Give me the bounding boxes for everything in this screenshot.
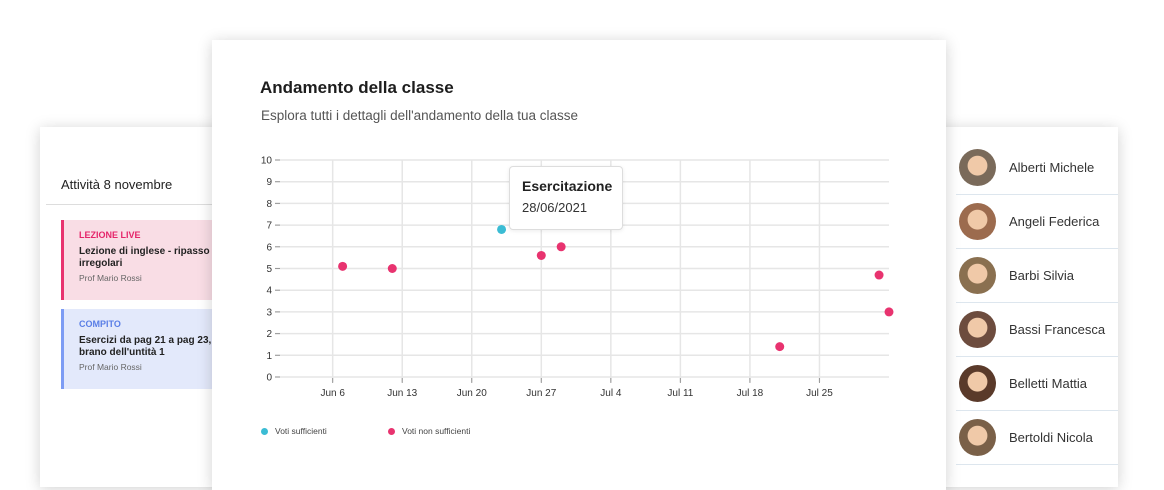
x-tick-label: Jul 18 bbox=[737, 388, 764, 399]
data-point bbox=[387, 264, 397, 273]
x-tick-label: Jul 25 bbox=[806, 388, 833, 399]
activity-title-line2: irregolari bbox=[79, 258, 123, 269]
students-panel: Alberti Michele Angeli Federica Barbi Silv… bbox=[930, 127, 1118, 487]
student-row[interactable]: Bassi Francesca bbox=[956, 303, 1118, 357]
legend-label: Voti non sufficienti bbox=[402, 426, 471, 436]
student-name: Barbi Silvia bbox=[1009, 268, 1075, 283]
legend-dot-icon bbox=[388, 427, 395, 435]
activity-type: LEZIONE LIVE bbox=[79, 230, 141, 240]
student-name: Belletti Mattia bbox=[1009, 376, 1088, 391]
x-tick-label: Jun 13 bbox=[387, 388, 417, 399]
tooltip-date: 28/06/2021 bbox=[522, 200, 588, 215]
tooltip-title: Esercitazione bbox=[522, 178, 613, 194]
grades-scatter-chart: 0 1 2 3 4 5 6 7 8 9 10 Jun 6 Jun 13 Jun 20 Jun 27 Jul 4… bbox=[261, 156, 894, 399]
avatar bbox=[959, 419, 996, 456]
activity-card-live-lesson[interactable]: LEZIONE LIVE Lezione di inglese - ripass… bbox=[61, 220, 241, 300]
activity-title: Lezione di inglese - ripasso sui verbi bbox=[79, 246, 241, 257]
y-tick-label: 2 bbox=[266, 329, 272, 340]
activity-teacher: Prof Mario Rossi bbox=[79, 273, 142, 283]
y-tick-label: 0 bbox=[266, 373, 272, 384]
legend-dot-icon bbox=[261, 427, 268, 435]
avatar bbox=[959, 257, 996, 294]
student-row[interactable]: Barbi Silvia bbox=[956, 249, 1118, 303]
page-title: Andamento della classe bbox=[260, 78, 454, 97]
student-name: Bassi Francesca bbox=[1009, 322, 1106, 337]
y-tick-label: 8 bbox=[266, 199, 272, 210]
page-subtitle: Esplora tutti i dettagli dell'andamento … bbox=[261, 108, 579, 123]
student-name: Bertoldi Nicola bbox=[1009, 430, 1093, 445]
x-tick-label: Jun 20 bbox=[457, 388, 487, 399]
y-tick-label: 7 bbox=[266, 221, 272, 232]
chart-tooltip: Esercitazione 28/06/2021 bbox=[509, 166, 623, 230]
data-point bbox=[556, 242, 566, 252]
y-tick-label: 10 bbox=[261, 156, 273, 167]
activity-title: Esercizi da pag 21 a pag 23, leggere il bbox=[79, 335, 241, 346]
legend-label: Voti sufficienti bbox=[275, 426, 327, 436]
student-row[interactable]: Alberti Michele bbox=[956, 141, 1118, 195]
y-tick-label: 9 bbox=[266, 177, 272, 188]
activity-teacher: Prof Mario Rossi bbox=[79, 362, 142, 372]
data-point bbox=[536, 250, 546, 260]
activity-title-line2: brano dell'untità 1 bbox=[79, 347, 165, 358]
x-tick-label: Jun 27 bbox=[526, 388, 556, 399]
activities-title: Attività 8 novembre bbox=[61, 177, 173, 192]
data-point bbox=[775, 342, 785, 352]
x-tick-label: Jul 4 bbox=[600, 388, 622, 399]
legend-item-insufficient[interactable]: Voti non sufficienti bbox=[388, 426, 470, 436]
activity-type: COMPITO bbox=[79, 319, 121, 329]
y-tick-label: 1 bbox=[266, 351, 272, 362]
y-tick-label: 5 bbox=[266, 264, 272, 275]
y-tick-label: 6 bbox=[266, 242, 272, 253]
student-row[interactable]: Belletti Mattia bbox=[956, 357, 1118, 411]
avatar bbox=[959, 203, 996, 240]
student-name: Alberti Michele bbox=[1009, 160, 1095, 175]
data-point bbox=[497, 224, 507, 234]
x-tick-label: Jul 11 bbox=[667, 388, 693, 399]
avatar bbox=[959, 365, 996, 402]
data-point bbox=[884, 307, 894, 317]
student-name: Angeli Federica bbox=[1009, 214, 1100, 229]
data-point bbox=[874, 270, 884, 280]
activity-card-homework[interactable]: COMPITO Esercizi da pag 21 a pag 23, leg… bbox=[61, 309, 241, 389]
student-row[interactable]: Angeli Federica bbox=[956, 195, 1118, 249]
legend-item-sufficient[interactable]: Voti sufficienti bbox=[261, 426, 327, 436]
activities-panel: Attività 8 novembre LEZIONE LIVE Lezione… bbox=[40, 127, 241, 487]
y-tick-label: 4 bbox=[266, 286, 272, 297]
x-tick-label: Jun 6 bbox=[320, 388, 345, 399]
divider bbox=[46, 204, 230, 205]
data-point bbox=[338, 261, 348, 271]
avatar bbox=[959, 149, 996, 186]
avatar bbox=[959, 311, 996, 348]
class-progress-panel: Andamento della classe Esplora tutti i d… bbox=[212, 40, 946, 490]
student-row[interactable]: Bertoldi Nicola bbox=[956, 411, 1118, 465]
y-tick-label: 3 bbox=[266, 307, 272, 318]
